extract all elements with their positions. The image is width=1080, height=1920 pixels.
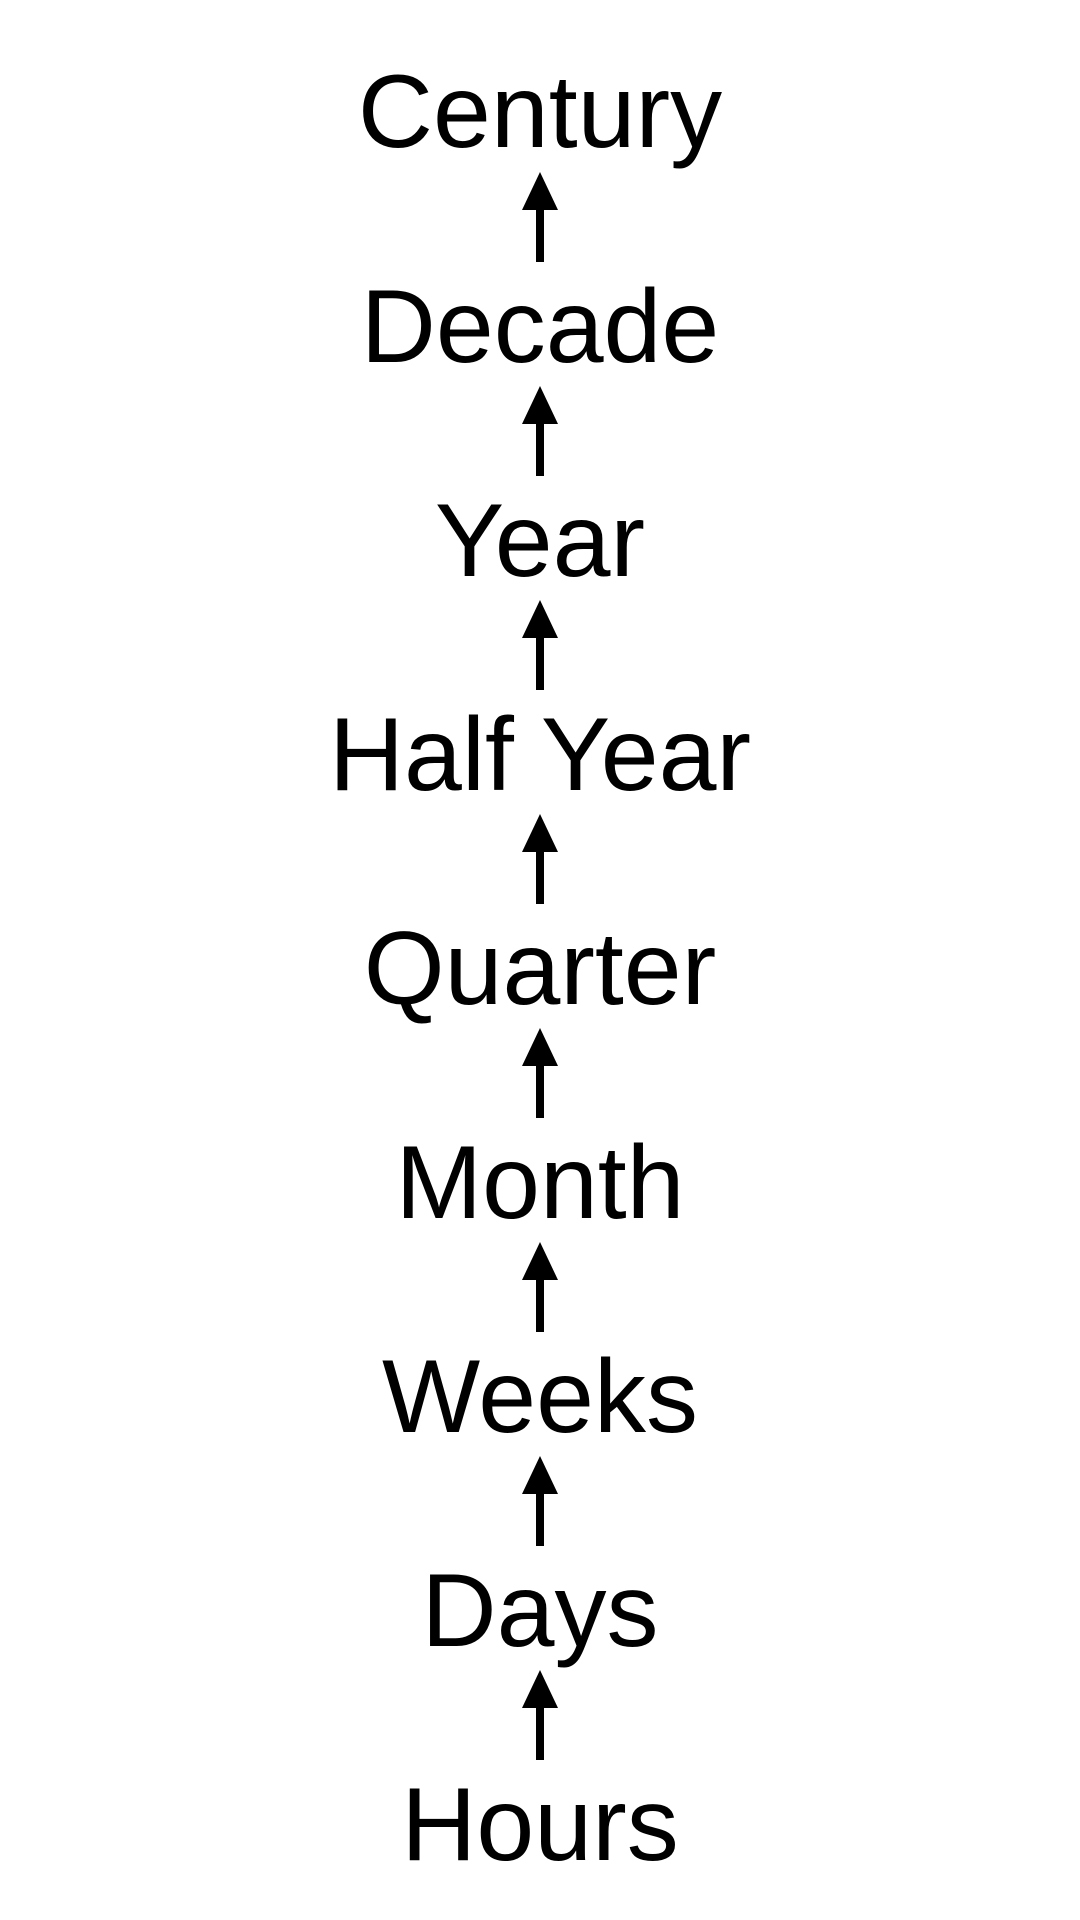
arrow-up-icon [522,1242,558,1332]
level-decade: Decade [360,269,720,385]
arrow-up-icon [522,172,558,262]
level-month: Month [395,1125,685,1241]
level-hours: Hours [401,1767,679,1883]
arrow-up-icon [522,386,558,476]
arrow-up-icon [522,1028,558,1118]
level-quarter: Quarter [363,911,717,1027]
arrow-up-icon [522,1456,558,1546]
level-year: Year [434,483,646,599]
level-weeks: Weeks [382,1339,698,1455]
level-half-year: Half Year [328,697,752,813]
arrow-up-icon [522,600,558,690]
arrow-up-icon [522,1670,558,1760]
level-days: Days [421,1553,659,1669]
level-century: Century [357,54,723,170]
arrow-up-icon [522,814,558,904]
